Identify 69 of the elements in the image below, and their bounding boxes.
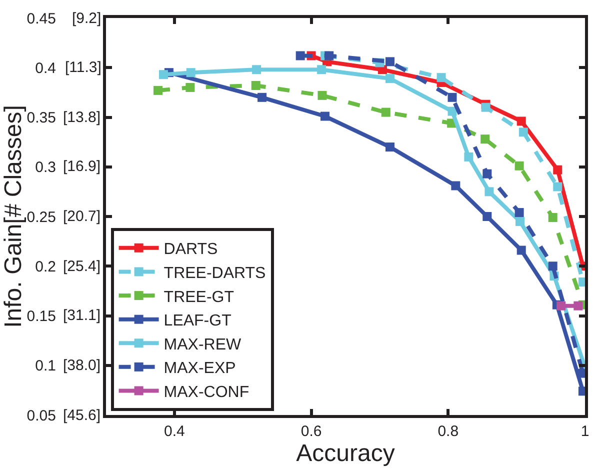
point (518, 128, 528, 137)
point (448, 106, 457, 116)
point (548, 212, 558, 222)
x-tick-label: 0.6 (300, 423, 322, 440)
point (296, 51, 305, 60)
text: [31.1] (63, 307, 101, 324)
x-tick-label: 0.8 (438, 423, 459, 440)
point (574, 301, 583, 310)
text: [45.6] (63, 407, 101, 424)
text: [11.3] (65, 59, 102, 76)
point (186, 68, 196, 78)
text: [9.2] (72, 10, 102, 27)
point (514, 161, 524, 170)
point (548, 262, 558, 271)
point (385, 142, 394, 152)
text: [38.0] (63, 357, 101, 374)
point (251, 80, 260, 90)
point (252, 65, 262, 74)
point (158, 70, 168, 80)
x-axis-title: Accuracy (296, 440, 395, 467)
legend-label: MAX-EXP (164, 360, 236, 378)
point (480, 134, 490, 144)
legend-label: TREE-GT (164, 288, 234, 306)
point (516, 246, 526, 255)
point (553, 182, 562, 192)
legend-label: MAX-REW (164, 336, 242, 354)
text: [16.9] (63, 158, 101, 175)
point (448, 92, 457, 102)
point (553, 165, 562, 174)
point (482, 212, 492, 221)
y-tick-label: 0.15 (26, 308, 56, 325)
point (516, 116, 526, 126)
x-tick-label: 0.4 (164, 423, 185, 440)
point (481, 102, 490, 112)
legend-label: LEAF-GT (164, 312, 232, 330)
y-tick-label: 0.2 (35, 258, 56, 276)
text: [13.8] (63, 109, 101, 126)
y-tick-label: 0.35 (26, 110, 56, 126)
text: [25.4] (63, 258, 101, 275)
point (381, 108, 390, 117)
legend-label: TREE-DARTS (164, 264, 266, 282)
point (556, 301, 566, 310)
point (154, 86, 163, 95)
point (464, 152, 474, 162)
text: [20.7] (63, 208, 101, 225)
point (324, 51, 334, 60)
point (436, 73, 446, 82)
y-tick-label: 0.1 (35, 358, 56, 375)
point (320, 112, 330, 121)
point (451, 181, 460, 190)
point (258, 92, 267, 102)
y-tick-label: 0.45 (26, 10, 56, 28)
point (514, 208, 524, 218)
y-tick-label: 0.05 (26, 407, 56, 424)
legend-label: DARTS (164, 241, 218, 258)
point (186, 82, 195, 92)
point (482, 169, 492, 178)
point (385, 57, 394, 66)
point (385, 74, 394, 84)
y-tick-label: 0.4 (35, 60, 56, 77)
legend-label: MAX-CONF (164, 384, 250, 401)
y-axis-title: Info. Gain[# Classes] (0, 105, 27, 328)
point (317, 65, 326, 74)
y-tick-label: 0.25 (26, 208, 56, 226)
point (318, 90, 327, 100)
point (515, 216, 524, 226)
x-tick-label: 1 (580, 423, 590, 440)
point (484, 187, 494, 196)
y-tick-label: 0.3 (35, 159, 56, 176)
